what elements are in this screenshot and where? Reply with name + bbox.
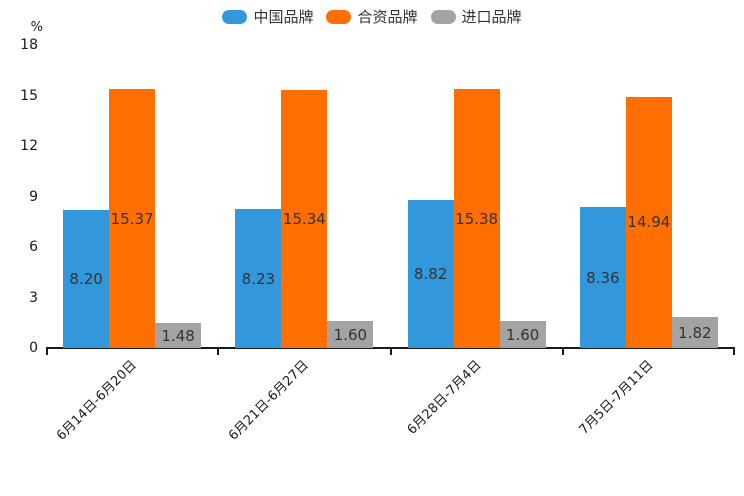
bar-value-label: 1.60 [333,325,368,344]
y-tick-label: 3 [29,289,38,306]
y-axis: 0 3 6 9 12 15 18 [0,37,38,356]
bar-value-label: 8.36 [586,268,620,287]
bar-series0-cat0[interactable]: 8.20 [63,209,110,348]
y-tick-label: 6 [29,239,38,255]
bar-value-label: 1.48 [161,326,195,345]
x-axis-label: 6月21日-6月27日 [226,357,312,444]
bar-series0-cat1[interactable]: 8.23 [235,209,282,348]
bar-series0-cat2[interactable]: 8.82 [407,199,454,348]
legend-item-0[interactable]: 中国品牌 [222,8,313,26]
x-axis-label: 6月28日-7月4日 [404,357,485,438]
legend-label: 合资品牌 [357,8,418,26]
legend-marker-icon [430,10,456,24]
bar-series2-cat3[interactable]: 1.82 [671,317,718,348]
y-tick-label: 18 [20,37,38,53]
y-axis-unit-label: % [30,20,43,35]
x-axis-tick [46,349,48,355]
bar-value-label: 1.82 [678,323,712,342]
bar-value-label: 15.34 [282,209,326,228]
legend-marker-icon [222,10,248,24]
bar-value-label: 8.20 [69,269,103,288]
bar-series1-cat0[interactable]: 15.37 [109,89,156,348]
x-axis-tick [217,349,220,355]
x-axis-label: 6月14日-6月20日 [53,357,140,444]
x-axis-tick [733,349,735,355]
y-tick-label: 12 [20,138,38,154]
y-tick-label: 9 [29,188,38,205]
legend: 中国品牌 合资品牌 进口品牌 [0,8,744,26]
bar-value-label: 15.37 [110,209,154,228]
legend-item-2[interactable]: 进口品牌 [430,8,522,26]
legend-item-1[interactable]: 合资品牌 [326,8,418,26]
bar-series2-cat2[interactable]: 1.60 [499,321,546,348]
bar-value-label: 8.23 [241,269,276,288]
bar-value-label: 8.82 [413,264,448,283]
x-axis-label: 7月5日-7月11日 [576,357,657,438]
bar-series1-cat2[interactable]: 15.38 [453,89,500,348]
legend-marker-icon [326,10,352,24]
bar-value-label: 1.60 [505,325,540,344]
bar-series2-cat1[interactable]: 1.60 [327,321,374,348]
bar-series2-cat0[interactable]: 1.48 [155,323,202,348]
y-tick-label: 0 [29,340,38,356]
x-axis-tick [389,349,392,355]
legend-label: 中国品牌 [253,8,314,26]
y-tick-label: 15 [20,87,38,104]
bar-value-label: 14.94 [627,213,671,232]
plot-area: 8.20 15.37 1.48 6月14日-6月20日 8.23 15.34 1.60 6月2… [46,45,735,444]
x-axis-tick [561,349,564,355]
bar-series1-cat1[interactable]: 15.34 [281,89,328,348]
bar-series1-cat3[interactable]: 14.94 [625,96,672,348]
bar-value-label: 15.38 [455,209,499,228]
bar-series0-cat3[interactable]: 8.36 [579,207,626,348]
x-axis-line [46,347,735,349]
legend-label: 进口品牌 [461,8,522,26]
